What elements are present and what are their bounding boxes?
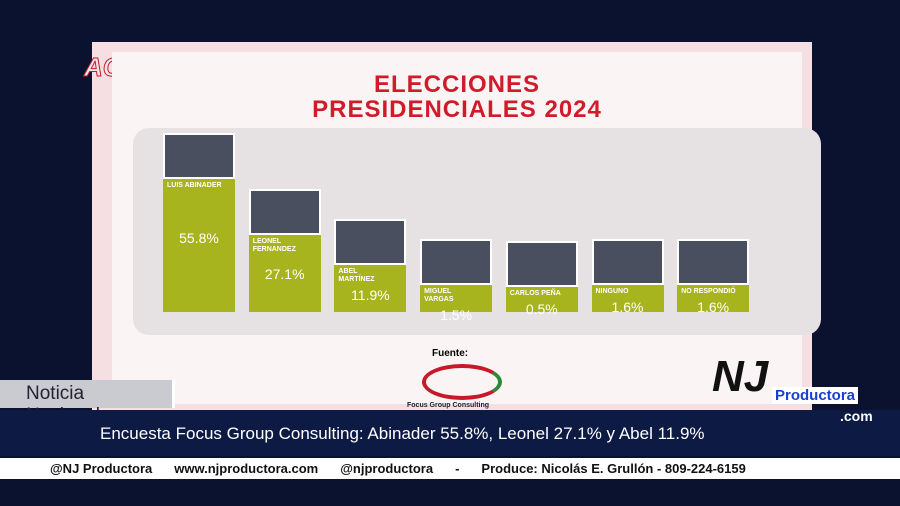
footer-item: @njproductora (340, 461, 434, 476)
source-name: Focus Group Consulting (407, 402, 490, 409)
source-logo (422, 364, 502, 400)
brand-name: Productora (772, 387, 859, 404)
bar-category: ABEL MARTÍNEZ (338, 267, 375, 283)
value-label: 0.5% (525, 301, 558, 318)
footer-item: Produce: Nicolás E. Grullón - 809-224-61… (481, 461, 746, 476)
section-label: Noticia Nacional (0, 380, 175, 426)
candidate-photo (677, 238, 750, 285)
bar-category: CARLOS PEÑA (509, 290, 561, 298)
bar: LUIS ABINADER 55.8% (163, 179, 235, 312)
value-label: 1.5% (440, 307, 473, 324)
bar: CARLOS PEÑA 0.5% (505, 287, 578, 317)
slide: ACCESO ELECCIONES PRESIDENCIALES 2024 Fu… (83, 42, 821, 410)
bar: LEONEL FERNANDEZ 27.1% (248, 235, 321, 312)
candidate-photo (163, 133, 235, 180)
bar: ABEL MARTÍNEZ 11.9% (334, 264, 407, 312)
chart-title: ELECCIONES PRESIDENCIALES 2024 (312, 71, 602, 123)
value-label: 27.1% (264, 265, 305, 282)
footer-item: - (455, 461, 460, 476)
value-label: 11.9% (351, 286, 390, 303)
candidate-photo (248, 189, 321, 236)
source-label: Fuente: (432, 348, 469, 359)
bar-category: NO RESPONDIÓ (681, 287, 736, 295)
value-label: 1.6% (697, 298, 730, 315)
brand-logo: NJ (712, 352, 769, 401)
bar: MIGUEL VARGAS 1.5% (420, 285, 493, 323)
brand-domain: .com (840, 408, 873, 424)
bar-category: LUIS ABINADER (167, 182, 222, 190)
bar-category: NINGUNO (595, 287, 629, 295)
candidate-photo (420, 239, 493, 286)
headline: Encuesta Focus Group Consulting: Abinade… (100, 424, 705, 443)
bar: NINGUNO 1.6% (591, 284, 664, 315)
value-label: 1.6% (611, 298, 644, 315)
candidate-photo (505, 241, 578, 288)
bar-category: LEONEL FERNANDEZ (252, 238, 296, 254)
bar: NO RESPONDIÓ 1.6% (677, 284, 750, 315)
footer-item: @NJ Productora (50, 461, 153, 476)
candidate-photo (334, 218, 407, 265)
candidate-photo (591, 238, 664, 285)
footer-item: www.njproductora.com (174, 461, 319, 476)
footer: @NJ Productora www.njproductora.com @njpro… (0, 458, 900, 479)
headline-bar (0, 410, 900, 456)
value-label: 55.8% (179, 229, 219, 246)
bar-category: MIGUEL VARGAS (424, 288, 454, 304)
slide-body: ELECCIONES PRESIDENCIALES 2024 Fuente: F… (112, 52, 821, 409)
